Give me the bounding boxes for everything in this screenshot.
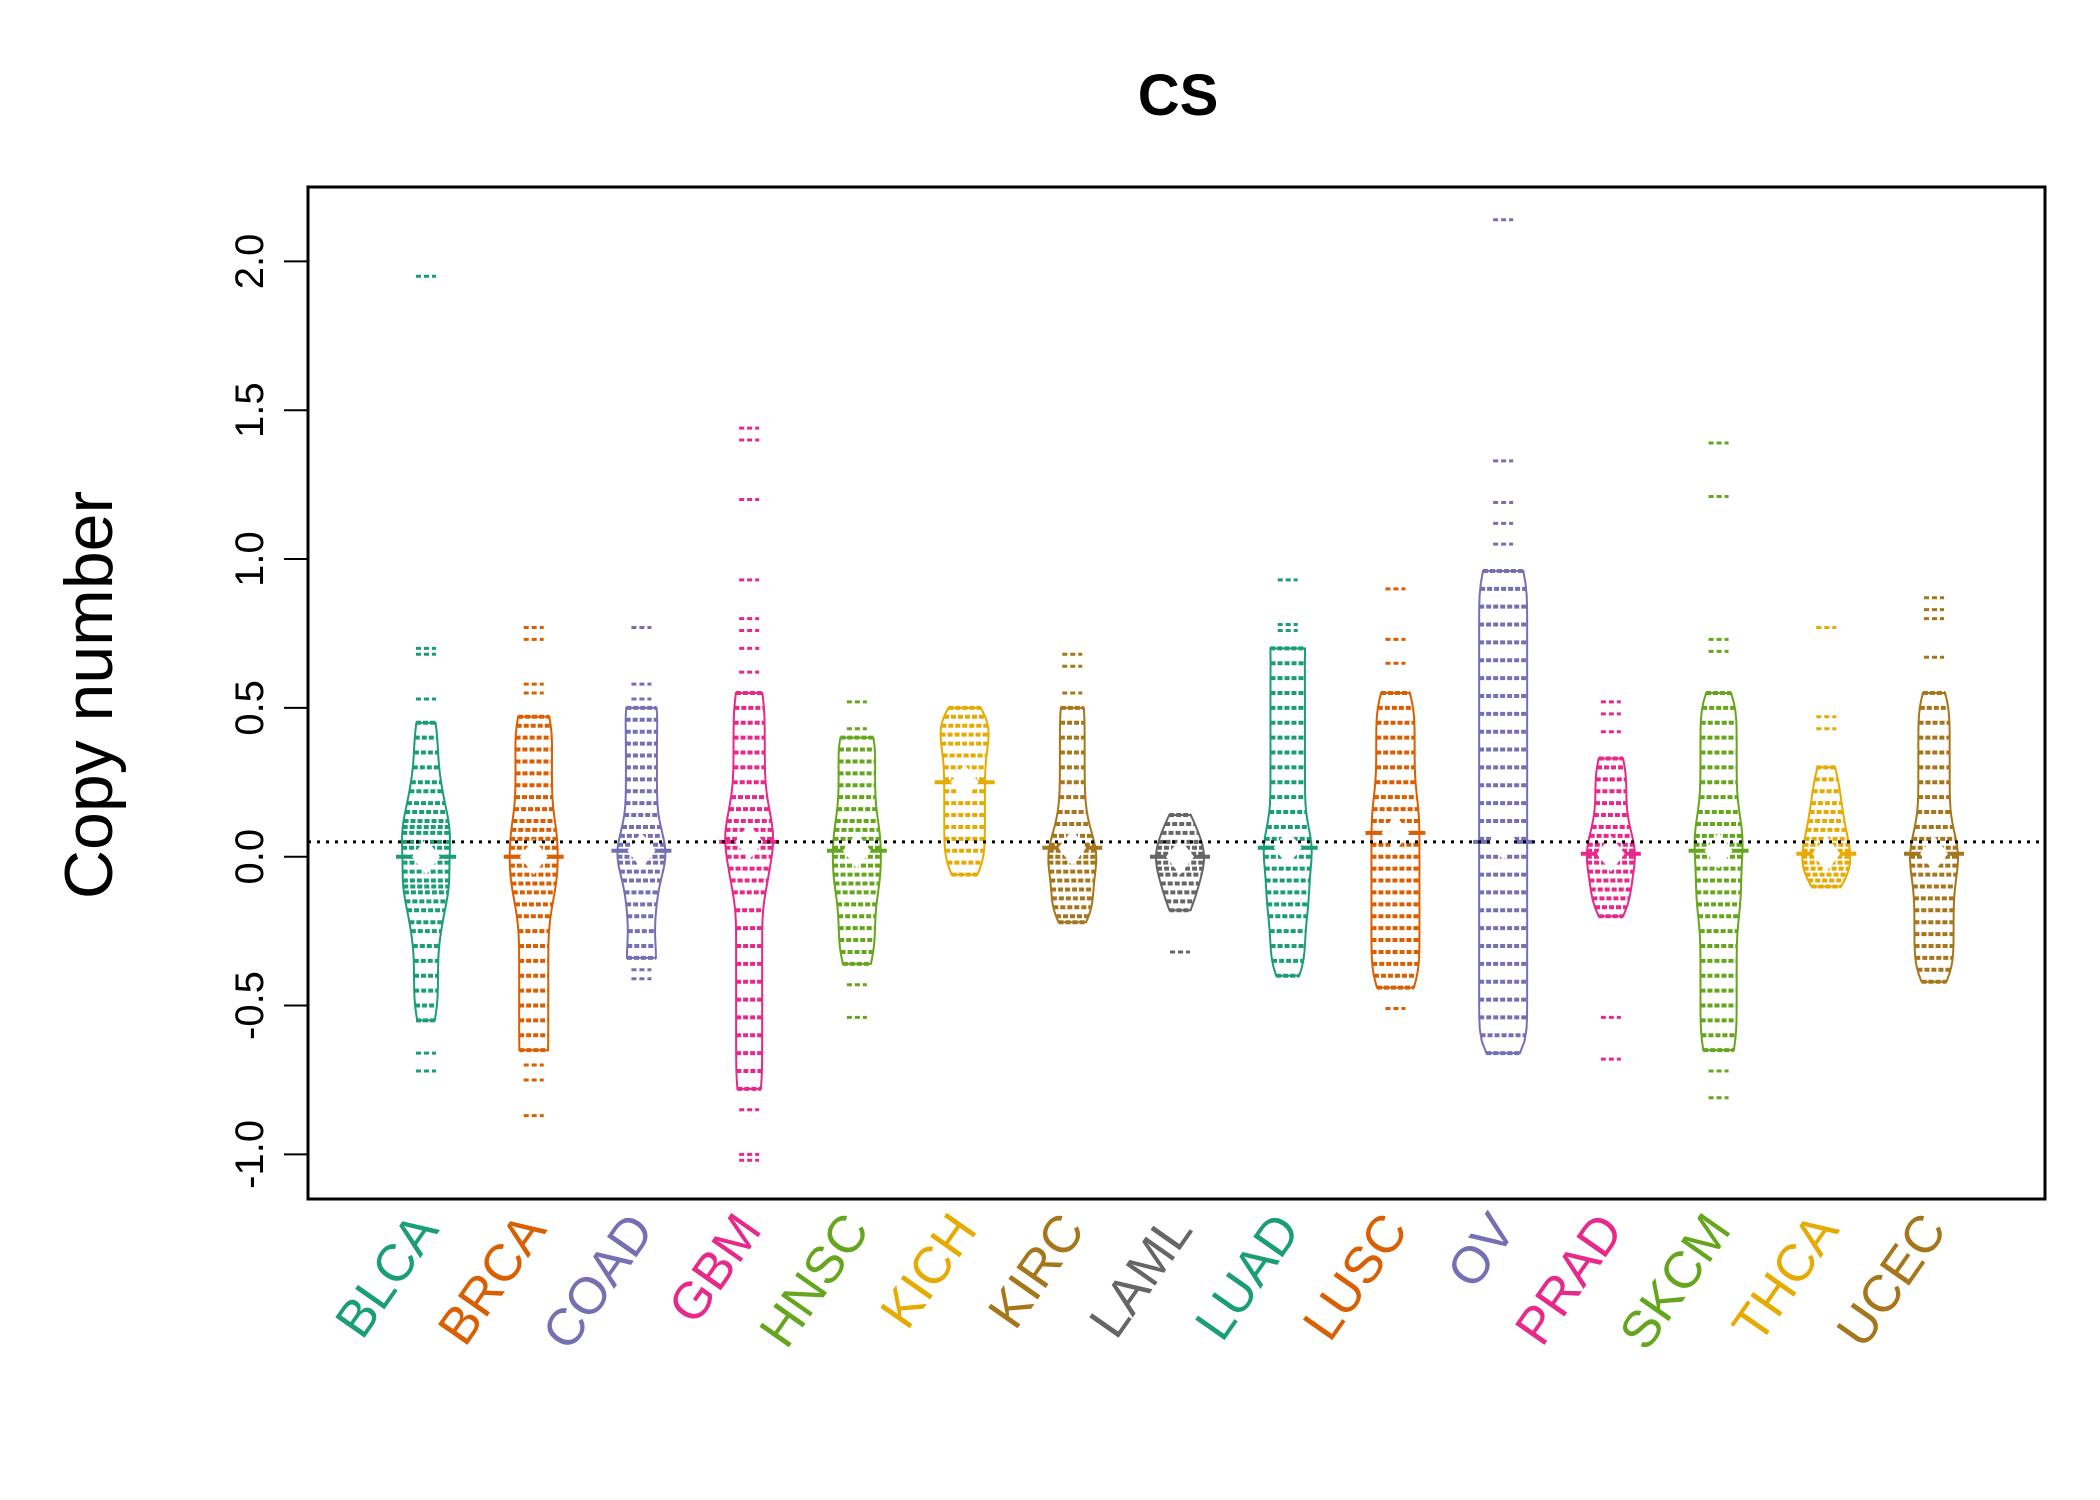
bean-hnsc [826,700,887,1019]
bean-brca [503,626,564,1118]
bean-center [1812,835,1841,872]
bean-kirc [1042,652,1103,925]
y-axis: -1.0 -0.5 0.0 0.5 1.0 1.5 2.0 [228,234,308,1189]
bean-luad [1257,578,1318,978]
bean-center [412,838,440,875]
bean-prad [1580,700,1641,1061]
y-tick-label: -1.0 [228,1120,272,1189]
y-tick-label: 0.5 [228,680,272,736]
bean-center [519,838,548,875]
bean-gbm [719,426,780,1162]
bean-outline [400,721,452,1022]
beans-layer [396,218,1964,1162]
bean-center [1273,829,1302,866]
bean-center [1596,835,1625,872]
chart-title: CS [1138,63,1219,128]
plot-frame [306,185,2047,1201]
bean-center [1489,823,1518,860]
bean-ucec [1904,596,1964,984]
y-tick-label: -0.5 [228,971,272,1040]
bean-center [1704,832,1733,869]
bean-outline [724,692,775,1090]
y-tick-label: 2.0 [228,234,272,290]
y-tick-label: 0.0 [228,829,272,885]
bean-center [1058,829,1087,866]
bean-center [1920,835,1948,872]
bean-skcm [1688,441,1749,1100]
bean-outline [1478,569,1529,1055]
bean-thca [1796,626,1857,889]
y-axis-label: Copy number [51,491,127,899]
bean-ov [1473,218,1534,1056]
bean-blca [396,274,456,1073]
bean-laml [1150,813,1210,954]
bean-center [950,764,979,801]
y-tick-label: 1.0 [228,531,272,587]
bean-outline [1262,647,1313,977]
bean-center [1166,838,1194,875]
bean-kich [934,705,995,877]
y-tick-label: 1.5 [228,382,272,438]
